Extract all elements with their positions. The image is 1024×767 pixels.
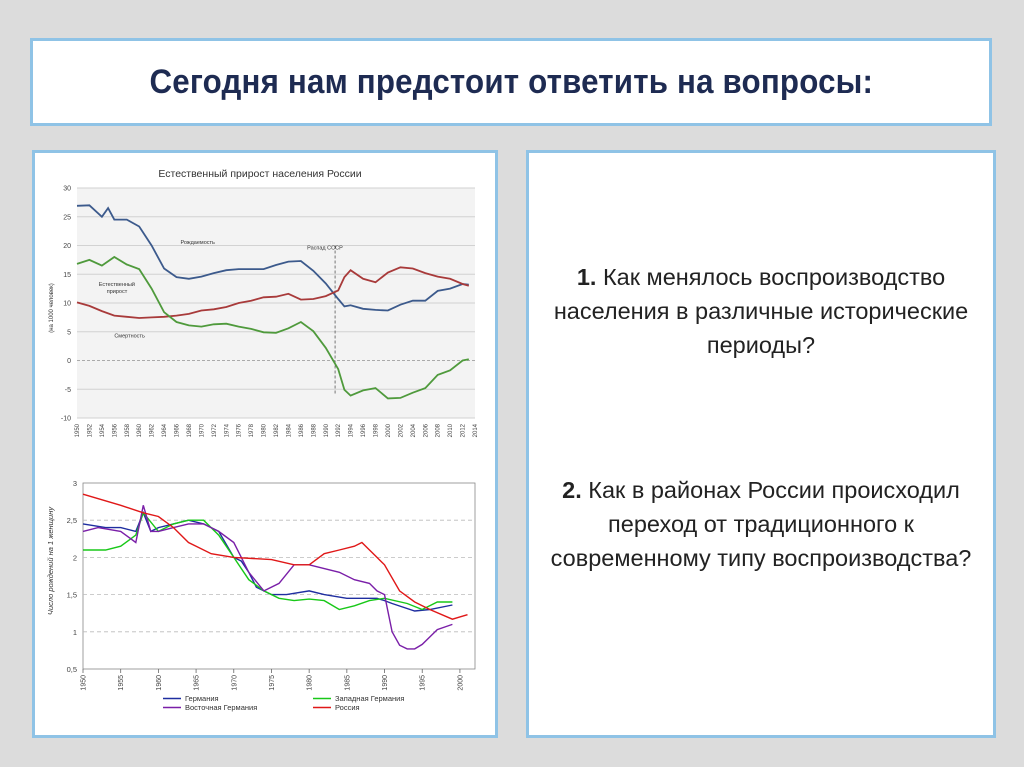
chart1-x-tick-label: 1998 xyxy=(374,423,380,437)
chart1-x-tick-label: 2006 xyxy=(423,423,429,437)
chart2-x-tick-label: 1960 xyxy=(156,675,163,691)
legend-label-east-germany: Восточная Германия xyxy=(185,703,257,712)
natural-increase-label: Естественный xyxy=(99,281,135,288)
chart2-y-tick-label: 1,5 xyxy=(67,591,77,600)
chart1-x-tick-label: 1994 xyxy=(349,423,355,437)
chart1-y-tick-label: -10 xyxy=(61,416,71,423)
chart2-x-tick-label: 1950 xyxy=(81,675,88,691)
chart1-x-tick-label: 1996 xyxy=(361,423,367,437)
chart1-x-tick-label: 2008 xyxy=(436,423,442,437)
question-1: 1. Как менялось воспроизводство населени… xyxy=(539,260,983,362)
chart1-x-tick-label: 1956 xyxy=(112,423,118,437)
question-1-text: Как менялось воспроизводство населения в… xyxy=(553,264,969,358)
chart1-x-tick-label: 2004 xyxy=(411,423,417,437)
chart1-x-tick-label: 1964 xyxy=(162,423,168,437)
chart1-series-natural xyxy=(76,255,469,400)
natural-increase-chart: Естественный прирост населения России (н… xyxy=(49,168,479,437)
legend-label-west-germany: Западная Германия xyxy=(335,694,404,703)
chart1-x-tick-label: 1952 xyxy=(87,423,93,437)
chart1-y-tick-label: 20 xyxy=(63,243,71,250)
chart2-series-east-germany xyxy=(82,505,453,650)
chart2-x-tick-label: 1980 xyxy=(307,675,314,691)
chart1-x-tick-label: 1974 xyxy=(224,423,230,437)
legend-label-russia: Россия xyxy=(335,703,360,712)
slide-title-box: Сегодня нам предстоит ответить на вопрос… xyxy=(30,38,992,126)
chart2-x-tick-label: 1970 xyxy=(231,675,238,691)
chart2-y-tick-label: 1 xyxy=(73,628,77,637)
chart1-title: Естественный прирост населения России xyxy=(158,168,361,180)
questions-panel: 1. Как менялось воспроизводство населени… xyxy=(526,150,996,738)
ussr-collapse-label: Распад СССР xyxy=(307,246,343,252)
chart1-y-tick-label: 30 xyxy=(63,186,71,193)
chart2-series-russia xyxy=(82,493,468,620)
chart1-y-tick-label: -5 xyxy=(65,387,71,394)
chart1-x-tick-label: 2000 xyxy=(386,423,392,437)
chart1-y-tick-label: 10 xyxy=(63,301,71,308)
chart1-x-tick-label: 1968 xyxy=(187,423,193,437)
chart1-x-tick-label: 1992 xyxy=(336,423,342,437)
slide-title: Сегодня нам предстоит ответить на вопрос… xyxy=(149,62,873,101)
chart1-ylabel: (на 1000 человек) xyxy=(49,283,55,333)
chart1-y-tick-label: 15 xyxy=(63,272,71,279)
chart1-x-tick-label: 1976 xyxy=(237,423,243,437)
chart2-x-tick-label: 1995 xyxy=(420,675,427,691)
chart2-x-tick-label: 1965 xyxy=(194,675,201,691)
chart1-x-tick-label: 1972 xyxy=(212,423,218,437)
chart1-x-tick-label: 1990 xyxy=(324,423,330,437)
question-2-text: Как в районах России происходил переход … xyxy=(550,477,972,571)
chart1-x-tick-label: 1984 xyxy=(286,423,292,437)
fertility-chart: Число рождений на 1 женщину 3 2,5 2 1,5 1 0,5… xyxy=(46,479,476,712)
chart1-series-death xyxy=(76,266,470,319)
chart1-x-tick-label: 1988 xyxy=(311,423,317,437)
chart1-x-tick-label: 1960 xyxy=(137,423,143,437)
chart1-x-tick-label: 1978 xyxy=(249,423,255,437)
death-rate-label: Смертность xyxy=(114,334,145,340)
chart1-series-birth xyxy=(76,204,469,312)
question-2: 2. Как в районах России происходил перех… xyxy=(539,473,983,575)
chart2-y-tick-label: 2,5 xyxy=(67,516,77,525)
chart1-x-tick-label: 2002 xyxy=(398,423,404,437)
birth-rate-label: Рождаемость xyxy=(181,240,216,246)
chart1-x-tick-label: 1982 xyxy=(274,423,280,437)
chart1-y-tick-label: 5 xyxy=(67,329,71,336)
chart2-y-tick-label: 2 xyxy=(73,553,77,562)
chart2-y-tick-label: 0,5 xyxy=(67,665,77,674)
chart1-x-tick-label: 1962 xyxy=(150,423,156,437)
chart2-x-tick-label: 1990 xyxy=(382,675,389,691)
question-1-number: 1. xyxy=(576,264,597,290)
chart2-y-tick-label: 3 xyxy=(73,479,77,488)
chart1-x-tick-label: 1970 xyxy=(199,423,205,437)
chart1-x-tick-label: 1986 xyxy=(299,423,305,437)
chart2-x-tick-label: 1955 xyxy=(118,675,125,691)
chart2-ylabel: Число рождений на 1 женщину xyxy=(46,506,55,615)
legend-label-germany: Германия xyxy=(185,694,219,703)
chart1-y-tick-label: 25 xyxy=(63,214,71,221)
chart2-x-tick-label: 1985 xyxy=(344,675,351,691)
chart1-x-tick-label: 2012 xyxy=(461,423,467,437)
chart1-x-tick-label: 1954 xyxy=(100,423,106,437)
chart2-x-tick-label: 2000 xyxy=(457,675,464,691)
natural-increase-label-line2: прирост xyxy=(107,289,128,295)
chart1-x-tick-label: 1950 xyxy=(75,423,81,437)
chart1-x-tick-label: 1958 xyxy=(125,423,131,437)
chart2-x-tick-label: 1975 xyxy=(269,675,276,691)
chart1-y-tick-label: 0 xyxy=(67,358,71,365)
chart1-x-tick-label: 1980 xyxy=(262,423,268,437)
chart1-x-tick-label: 1966 xyxy=(175,423,181,437)
chart1-x-tick-label: 2014 xyxy=(473,423,479,437)
question-2-number: 2. xyxy=(562,477,582,503)
chart1-x-tick-label: 2010 xyxy=(448,423,454,437)
charts-panel: Естественный прирост населения России (н… xyxy=(32,150,498,738)
